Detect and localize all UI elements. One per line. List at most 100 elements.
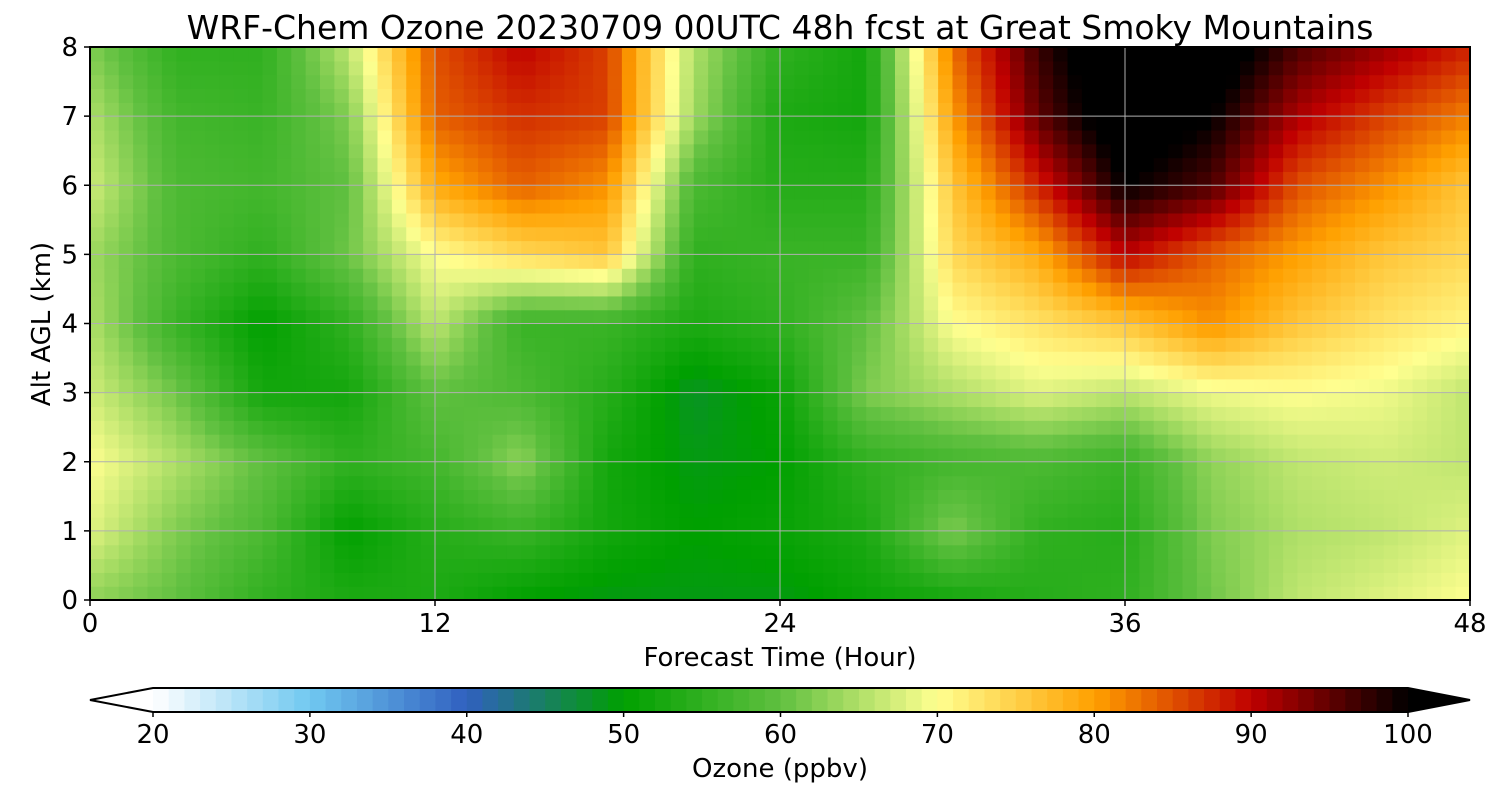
heatmap-cell [650, 434, 666, 449]
heatmap-cell [1240, 295, 1255, 311]
colorbar-segment [325, 688, 342, 712]
heatmap-cell [736, 212, 752, 228]
heatmap-cell [1225, 254, 1241, 269]
heatmap-cell [262, 461, 278, 477]
heatmap-cell [1340, 392, 1356, 408]
heatmap-cell [1268, 295, 1284, 311]
heatmap-cell [679, 530, 695, 546]
heatmap-cell [564, 517, 580, 532]
heatmap-cell [650, 282, 666, 297]
heatmap-cell [794, 240, 810, 255]
heatmap-cell [1010, 240, 1025, 255]
heatmap-cell [219, 351, 235, 366]
heatmap-cell [708, 530, 724, 546]
heatmap-cell [118, 475, 134, 490]
heatmap-cell [593, 447, 609, 463]
heatmap-cell [492, 406, 508, 421]
heatmap-cell [665, 240, 680, 255]
heatmap-cell [665, 143, 680, 159]
heatmap-cell [205, 74, 220, 90]
heatmap-cell [133, 572, 149, 587]
heatmap-cell [880, 475, 896, 490]
heatmap-cell [1297, 102, 1313, 117]
heatmap-cell [1369, 530, 1385, 546]
heatmap-cell [895, 240, 910, 255]
heatmap-cell [621, 171, 637, 186]
heatmap-cell [981, 420, 997, 435]
heatmap-cell [205, 558, 220, 573]
heatmap-cell [1240, 489, 1255, 504]
heatmap-cell [679, 392, 695, 408]
heatmap-cell [866, 88, 882, 103]
heatmap-cell [650, 295, 666, 311]
heatmap-cell [248, 309, 264, 325]
heatmap-cell [866, 47, 882, 62]
heatmap-cell [118, 116, 134, 131]
heatmap-cell [621, 47, 637, 62]
heatmap-cell [133, 185, 149, 200]
heatmap-cell [794, 461, 810, 477]
heatmap-cell [291, 60, 307, 76]
heatmap-cell [420, 240, 436, 255]
heatmap-cell [1182, 586, 1198, 601]
heatmap-cell [895, 586, 910, 601]
heatmap-cell [837, 351, 853, 366]
heatmap-cell [1211, 157, 1227, 173]
heatmap-cell [679, 171, 695, 186]
heatmap-cell [1297, 129, 1313, 145]
heatmap-cell [1254, 60, 1270, 76]
heatmap-cell [995, 88, 1011, 103]
heatmap-cell [1038, 586, 1054, 601]
heatmap-cell [621, 212, 637, 228]
heatmap-cell [133, 517, 149, 532]
heatmap-cell [708, 544, 724, 560]
heatmap-cell [1326, 282, 1342, 297]
heatmap-cell [550, 351, 565, 366]
heatmap-cell [665, 406, 680, 421]
heatmap-cell [535, 185, 551, 200]
heatmap-cell [1038, 47, 1054, 62]
colorbar-segment [419, 688, 436, 712]
heatmap-cell [1225, 489, 1241, 504]
heatmap-cell [363, 240, 379, 255]
heatmap-cell [478, 309, 494, 325]
heatmap-cell [1067, 461, 1083, 477]
heatmap-cell [1182, 337, 1198, 352]
heatmap-cell [1455, 475, 1471, 490]
heatmap-cell [1139, 378, 1155, 394]
heatmap-cell [808, 88, 824, 103]
heatmap-cell [607, 171, 623, 186]
heatmap-cell [478, 351, 494, 366]
heatmap-cell [262, 364, 278, 380]
heatmap-cell [478, 88, 494, 103]
heatmap-cell [291, 295, 307, 311]
heatmap-cell [1125, 60, 1140, 76]
heatmap-cell [866, 392, 882, 408]
heatmap-cell [851, 475, 867, 490]
heatmap-cell [880, 102, 896, 117]
heatmap-cell [1024, 171, 1040, 186]
heatmap-cell [248, 530, 264, 546]
heatmap-cell [866, 157, 882, 173]
heatmap-cell [823, 434, 839, 449]
heatmap-cell [564, 364, 580, 380]
colorbar-segment [341, 688, 358, 712]
heatmap-cell [808, 586, 824, 601]
heatmap-cell [1426, 489, 1442, 504]
heatmap-cell [823, 282, 839, 297]
heatmap-cell [808, 309, 824, 325]
heatmap-cell [895, 102, 910, 117]
heatmap-cell [1412, 392, 1428, 408]
heatmap-cell [966, 337, 982, 352]
heatmap-cell [1426, 420, 1442, 435]
heatmap-cell [1096, 420, 1112, 435]
heatmap-cell [492, 199, 508, 214]
heatmap-cell [909, 447, 925, 463]
heatmap-cell [722, 282, 738, 297]
heatmap-cell [952, 60, 968, 76]
heatmap-cell [492, 143, 508, 159]
heatmap-cell [1024, 226, 1040, 242]
heatmap-cell [1441, 364, 1457, 380]
heatmap-cell [363, 503, 379, 518]
heatmap-cell [1168, 572, 1184, 587]
